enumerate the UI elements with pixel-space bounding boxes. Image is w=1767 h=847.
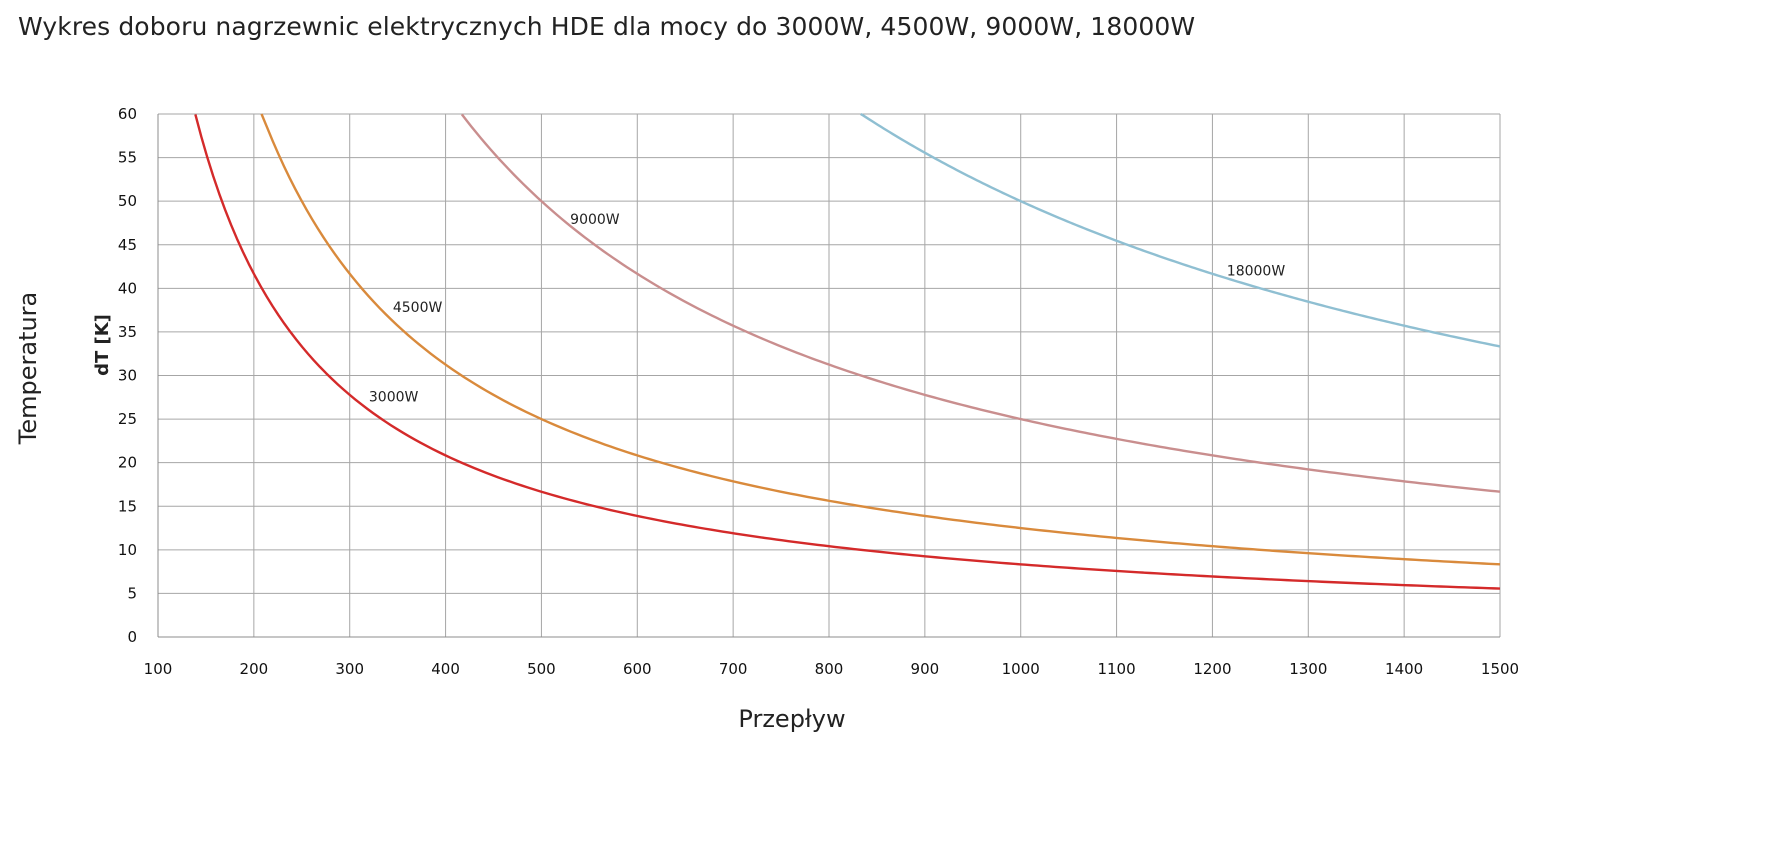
x-tick-label: 100 (144, 660, 173, 678)
x-tick-label: 300 (335, 660, 364, 678)
chart-title: Wykres doboru nagrzewnic elektrycznych H… (18, 12, 1196, 41)
y-tick-label: 0 (127, 628, 137, 646)
x-tick-label: 1300 (1289, 660, 1327, 678)
series-line-9000w (460, 113, 1501, 493)
x-tick-label: 600 (623, 660, 652, 678)
y-tick-label: 45 (118, 236, 137, 254)
y-tick-label: 35 (118, 323, 137, 341)
x-tick-label: 400 (431, 660, 460, 678)
x-tick-label: 1500 (1481, 660, 1519, 678)
x-tick-label: 800 (815, 660, 844, 678)
label-layer: 3000W 4500W 9000W 18000W (369, 212, 1285, 406)
series-label-18000w: 18000W (1227, 263, 1286, 279)
y-tick-label: 50 (118, 192, 137, 210)
y-tick-label: 15 (118, 497, 137, 515)
series-line-4500w (260, 113, 1501, 566)
y-axis-title: dT [K] (92, 314, 113, 376)
axis-layer: 100 200 300 400 500 600 700 800 900 1000 1100 1200 1… (118, 105, 1519, 678)
x-tick-label: 700 (719, 660, 748, 678)
x-tick-label: 200 (240, 660, 269, 678)
y-axis-outer-title: Temperatura (14, 292, 42, 446)
series-label-3000w: 3000W (369, 390, 419, 406)
series-layer (194, 112, 1501, 590)
x-tick-label: 500 (527, 660, 556, 678)
y-tick-label: 5 (127, 584, 137, 602)
x-tick-label: 900 (911, 660, 940, 678)
y-tick-label: 30 (118, 367, 137, 385)
x-tick-label: 1400 (1385, 660, 1423, 678)
x-axis-title: Przepływ (738, 705, 845, 733)
x-tick-label: 1000 (1002, 660, 1040, 678)
grid-layer (157, 113, 1501, 638)
series-label-4500w: 4500W (393, 300, 443, 316)
y-tick-label: 55 (118, 149, 137, 167)
series-line-18000w (860, 112, 1501, 348)
y-tick-label: 10 (118, 541, 137, 559)
y-tick-label: 20 (118, 454, 137, 472)
x-tick-label: 1100 (1097, 660, 1135, 678)
x-tick-label: 1200 (1193, 660, 1231, 678)
series-label-9000w: 9000W (570, 212, 620, 228)
y-tick-label: 40 (118, 279, 137, 297)
series-line-3000w (194, 114, 1501, 590)
y-tick-label: 25 (118, 410, 137, 428)
y-tick-label: 60 (118, 105, 137, 123)
